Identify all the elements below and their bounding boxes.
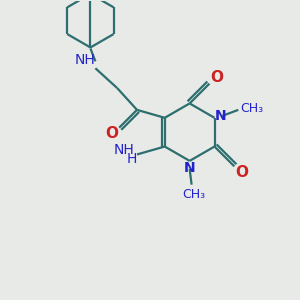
Text: O: O (106, 126, 119, 141)
Text: N: N (184, 161, 195, 175)
Text: CH₃: CH₃ (182, 188, 205, 201)
Text: O: O (210, 70, 223, 85)
Text: H: H (127, 152, 137, 167)
Text: N: N (214, 109, 226, 123)
Text: NH: NH (75, 53, 96, 67)
Text: NH: NH (114, 143, 134, 158)
Text: O: O (235, 165, 248, 180)
Text: CH₃: CH₃ (241, 102, 264, 116)
